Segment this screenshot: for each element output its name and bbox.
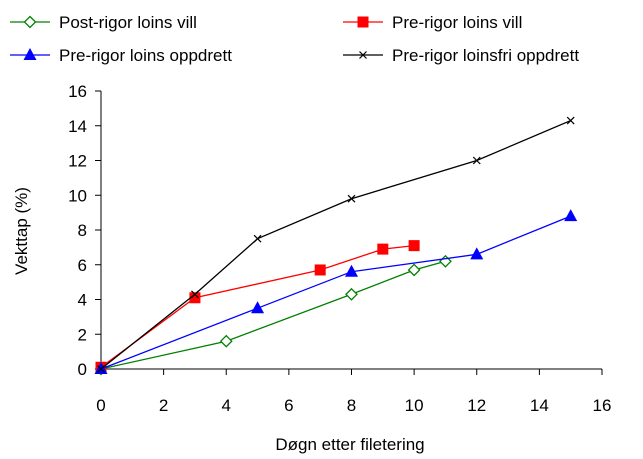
data-point bbox=[408, 240, 420, 252]
x-tick-label: 14 bbox=[530, 396, 549, 415]
x-tick-label: 16 bbox=[593, 396, 612, 415]
legend-label: Pre-rigor loins vill bbox=[392, 13, 522, 32]
legend-marker bbox=[23, 48, 37, 60]
data-point bbox=[219, 334, 233, 348]
data-point bbox=[189, 292, 201, 304]
legend-label: Pre-rigor loins oppdrett bbox=[59, 46, 232, 65]
legend-label: Post-rigor loins vill bbox=[59, 13, 197, 32]
y-tick-label: 0 bbox=[78, 360, 87, 379]
legend: Post-rigor loins vill Pre-rigor loins vil… bbox=[10, 13, 579, 65]
legend-item: Post-rigor loins vill bbox=[10, 13, 197, 32]
legend-item: Pre-rigor loins oppdrett bbox=[10, 46, 232, 65]
plot-area bbox=[94, 116, 578, 376]
legend-item: Pre-rigor loins vill bbox=[343, 13, 522, 32]
legend-marker bbox=[23, 15, 37, 29]
y-tick-label: 6 bbox=[78, 256, 87, 275]
data-point bbox=[470, 247, 484, 260]
x-tick-label: 4 bbox=[222, 396, 231, 415]
x-tick-label: 0 bbox=[96, 396, 105, 415]
series-2 bbox=[94, 209, 578, 374]
y-tick-label: 4 bbox=[78, 291, 87, 310]
legend-label: Pre-rigor loinsfri oppdrett bbox=[392, 46, 579, 65]
data-point bbox=[347, 194, 356, 203]
y-tick-label: 14 bbox=[68, 117, 87, 136]
data-point bbox=[94, 362, 108, 374]
legend-marker bbox=[359, 51, 367, 59]
y-tick-label: 10 bbox=[68, 186, 87, 205]
axes: 0 2 4 6 8 10 12 14 16 0 2 4 6 8 10 12 14 16 bbox=[68, 82, 611, 415]
legend-item: Pre-rigor loinsfri oppdrett bbox=[343, 46, 579, 65]
data-point bbox=[472, 156, 481, 165]
y-tick-label: 16 bbox=[68, 82, 87, 101]
y-axis-ticks: 0 2 4 6 8 10 12 14 16 bbox=[68, 82, 101, 379]
y-axis-title: Vekttap (%) bbox=[12, 187, 31, 275]
series-line bbox=[100, 215, 571, 370]
y-tick-label: 8 bbox=[78, 221, 87, 240]
x-tick-label: 6 bbox=[284, 396, 293, 415]
y-tick-label: 2 bbox=[78, 325, 87, 344]
series-line bbox=[100, 119, 571, 370]
x-tick-label: 12 bbox=[467, 396, 486, 415]
data-point bbox=[566, 116, 575, 125]
x-axis-title: Døgn etter filetering bbox=[275, 435, 424, 454]
series-line bbox=[100, 260, 446, 370]
data-point bbox=[345, 264, 358, 277]
series-0 bbox=[94, 254, 452, 376]
legend-marker bbox=[357, 16, 369, 28]
data-point bbox=[439, 254, 452, 268]
data-point bbox=[253, 234, 262, 243]
data-point bbox=[251, 301, 265, 314]
data-point bbox=[314, 264, 326, 276]
x-tick-label: 8 bbox=[347, 396, 356, 415]
series-3 bbox=[97, 116, 575, 373]
y-tick-label: 12 bbox=[68, 152, 87, 171]
data-point bbox=[564, 209, 578, 222]
x-axis-ticks: 0 2 4 6 8 10 12 14 16 bbox=[96, 369, 611, 415]
x-tick-label: 2 bbox=[159, 396, 168, 415]
data-point bbox=[407, 263, 421, 277]
data-point bbox=[377, 243, 389, 255]
data-point bbox=[345, 287, 358, 301]
data-point bbox=[97, 365, 105, 373]
data-point bbox=[191, 290, 199, 299]
x-tick-label: 10 bbox=[405, 396, 424, 415]
